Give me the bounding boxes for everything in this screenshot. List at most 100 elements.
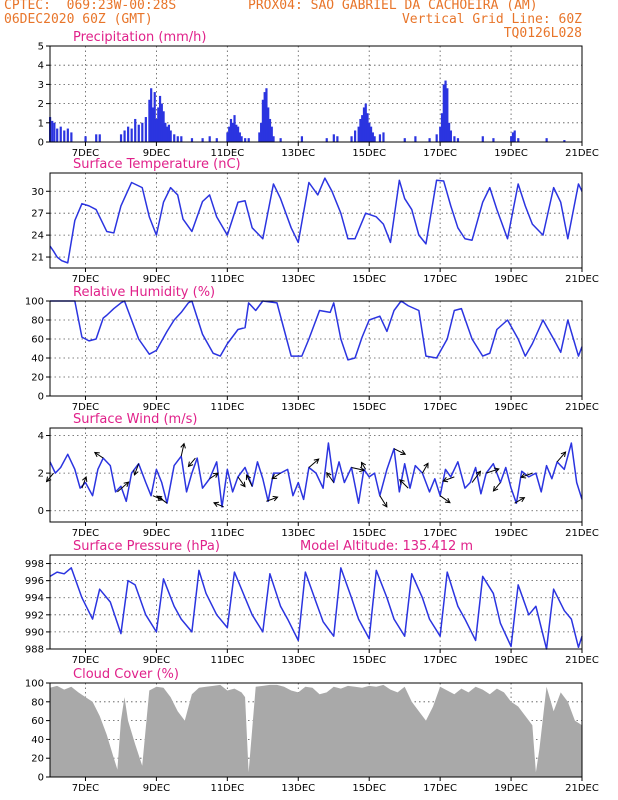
precip-bar <box>448 122 451 142</box>
y-tick-label: 30 <box>31 187 44 198</box>
precip-bar <box>403 138 406 142</box>
model-altitude-note: Model Altitude: 135.412 m <box>300 539 473 554</box>
cloud-area <box>50 684 582 777</box>
precip-bar <box>66 128 69 142</box>
precip-bar <box>373 136 376 142</box>
wind-arrow <box>237 476 246 487</box>
wind-arrow <box>361 462 367 470</box>
rh-title: Relative Humidity (%) <box>73 285 215 300</box>
precip-bar <box>563 140 566 142</box>
x-tick-label: 11DEC <box>210 783 244 794</box>
y-tick-label: 80 <box>31 316 44 327</box>
y-tick-label: 994 <box>25 593 44 604</box>
y-tick-label: 5 <box>38 42 44 53</box>
wind-arrow <box>188 457 196 467</box>
wind-arrow-head <box>359 466 366 473</box>
y-tick-label: 0 <box>38 773 44 784</box>
y-tick-label: 2 <box>38 469 44 480</box>
y-tick-label: 60 <box>31 716 44 727</box>
precip-bar <box>378 134 382 142</box>
wind-arrow-head <box>245 474 251 481</box>
precip-title: Precipitation (mm/h) <box>73 30 206 45</box>
x-tick-label: 19DEC <box>494 528 528 539</box>
wind-arrow-head <box>271 474 278 480</box>
y-tick-label: 21 <box>31 253 44 264</box>
precip-bar <box>332 134 335 142</box>
wind-arrow-head <box>493 467 500 473</box>
header-grid-note: Vertical Grid Line: 60Z <box>401 12 582 27</box>
y-tick-label: 3 <box>38 80 44 91</box>
x-tick-label: 17DEC <box>423 402 457 413</box>
x-tick-label: 9DEC <box>143 148 170 159</box>
precip-bar <box>229 118 233 142</box>
header-date: 06DEC2020 60Z (GMT) <box>4 12 153 27</box>
cloud-title: Cloud Cover (%) <box>73 667 179 682</box>
y-tick-label: 1 <box>38 118 44 129</box>
y-tick-label: 20 <box>31 373 44 384</box>
precip-bar <box>279 138 282 142</box>
precip-bar <box>350 136 353 142</box>
precip-bar <box>231 122 234 142</box>
wind-arrow-head <box>520 473 527 479</box>
precip-bar <box>180 136 183 142</box>
precip-bar <box>263 92 266 142</box>
precip-bar <box>56 128 59 142</box>
wind-arrow-head <box>82 475 88 482</box>
precip-bar <box>162 111 165 142</box>
rh-line <box>50 300 583 361</box>
temp-line <box>49 177 583 264</box>
precip-bar <box>366 113 369 142</box>
precip-bar <box>517 138 520 142</box>
wind-arrow <box>326 472 335 483</box>
wind-arrow <box>486 468 499 474</box>
x-tick-label: 9DEC <box>143 528 170 539</box>
precip-bar <box>371 132 374 142</box>
precip-bar <box>51 120 54 142</box>
wind-arrow <box>514 497 525 504</box>
x-tick-label: 17DEC <box>423 783 457 794</box>
precip-bar <box>190 138 194 142</box>
wind-arrow-head <box>382 501 388 508</box>
wind-arrow-head <box>475 470 482 477</box>
wind-arrow-head <box>213 501 220 508</box>
x-tick-label: 11DEC <box>210 528 244 539</box>
wind-arrow <box>266 496 278 502</box>
wind-arrow <box>81 476 87 489</box>
wind-arrow <box>379 495 388 508</box>
wind-arrow <box>308 458 320 468</box>
x-tick-label: 21DEC <box>565 783 599 794</box>
wind-arrow <box>471 471 481 483</box>
wind-arrow-head <box>519 497 526 503</box>
precip-bar <box>268 118 272 142</box>
wind-arrow-head <box>492 485 499 492</box>
wind-title: Surface Wind (m/s) <box>73 412 197 427</box>
precip-bar <box>258 132 261 142</box>
wind-arrow-head <box>444 497 451 504</box>
precip-bar <box>228 126 231 142</box>
precip-bar <box>173 134 176 142</box>
precip-bar <box>511 132 515 142</box>
wind-arrow <box>556 451 566 463</box>
precip-bar <box>215 138 218 142</box>
x-tick-label: 9DEC <box>143 655 170 666</box>
wind-arrow <box>421 463 429 474</box>
precip-bar <box>153 92 156 142</box>
precip-panel: 0 1 2 3 4 5 7DEC 9DEC 11DEC 13DEC 15DEC 17DEC 19DEC 2… <box>38 30 599 159</box>
precip-bar <box>127 126 130 142</box>
y-tick-label: 27 <box>31 209 44 220</box>
x-tick-label: 11DEC <box>210 655 244 666</box>
precip-bar <box>446 88 449 142</box>
y-tick-label: 4 <box>38 61 44 72</box>
x-tick-label: 11DEC <box>210 402 244 413</box>
pres-panel: 988 990 992 994 996 998 7DEC 9DEC 11DEC 13DEC 15DE… <box>25 539 599 666</box>
precip-bar <box>157 107 160 142</box>
wind-arrow-head <box>93 451 100 458</box>
precip-bar <box>300 136 304 142</box>
precip-bar <box>510 136 513 142</box>
y-tick-label: 998 <box>25 559 44 570</box>
wind-arrow <box>246 474 253 487</box>
wind-arrow <box>94 452 104 459</box>
wind-arrow-head <box>326 471 332 478</box>
x-tick-label: 11DEC <box>210 274 244 285</box>
x-tick-label: 9DEC <box>143 783 170 794</box>
